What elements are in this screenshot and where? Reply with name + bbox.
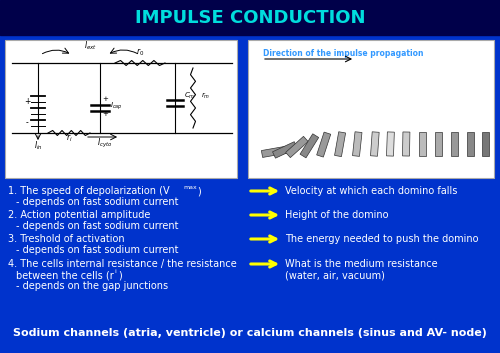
Polygon shape [386, 132, 394, 156]
Bar [0, 0, 500, 35]
Polygon shape [466, 132, 473, 156]
Text: The energy needed to push the domino: The energy needed to push the domino [285, 234, 478, 244]
Polygon shape [352, 132, 362, 156]
Polygon shape [482, 132, 488, 156]
Polygon shape [450, 132, 458, 156]
Text: (water, air, vacuum): (water, air, vacuum) [285, 270, 385, 280]
Text: IMPULSE CONDUCTION: IMPULSE CONDUCTION [135, 9, 365, 27]
Text: - depends on fast sodium current: - depends on fast sodium current [16, 245, 178, 255]
Polygon shape [402, 132, 410, 156]
Text: 3. Treshold of activation: 3. Treshold of activation [8, 234, 124, 244]
Text: Height of the domino: Height of the domino [285, 210, 389, 220]
Text: $r_m$: $r_m$ [201, 91, 210, 101]
Text: 4. The cells internal resistance / the resistance: 4. The cells internal resistance / the r… [8, 259, 237, 269]
Text: $I_{ext}$: $I_{ext}$ [84, 40, 96, 53]
Polygon shape [316, 132, 330, 157]
Text: - depends on fast sodium current: - depends on fast sodium current [16, 221, 178, 231]
Polygon shape [434, 132, 442, 156]
Text: +: + [102, 96, 108, 102]
Text: Sodium channels (atria, ventricle) or calcium channels (sinus and AV- node): Sodium channels (atria, ventricle) or ca… [13, 328, 487, 338]
Polygon shape [272, 142, 297, 158]
Text: $r_0$: $r_0$ [136, 47, 144, 59]
Text: $I_{cap}$: $I_{cap}$ [110, 101, 122, 112]
Text: - depends on the gap junctions: - depends on the gap junctions [16, 281, 168, 291]
Text: +: + [24, 96, 30, 106]
Polygon shape [418, 132, 426, 156]
Text: i: i [114, 269, 116, 274]
Text: $r_i$: $r_i$ [66, 133, 72, 144]
Text: -: - [26, 119, 29, 127]
Bar [248, 40, 494, 178]
Text: What is the medium resistance: What is the medium resistance [285, 259, 438, 269]
Polygon shape [334, 132, 345, 157]
Text: ): ) [118, 270, 122, 280]
Text: $C_m$: $C_m$ [184, 91, 196, 101]
Text: +: + [102, 111, 108, 117]
Polygon shape [370, 132, 379, 156]
Text: Direction of the impulse propagation: Direction of the impulse propagation [263, 48, 424, 58]
Text: ): ) [197, 186, 201, 196]
Bar [5, 40, 237, 178]
Text: 1. The speed of depolarization (V: 1. The speed of depolarization (V [8, 186, 170, 196]
Text: between the cells (r: between the cells (r [16, 270, 114, 280]
Text: max: max [183, 185, 197, 190]
Polygon shape [262, 146, 286, 157]
Text: Velocity at which each domino falls: Velocity at which each domino falls [285, 186, 458, 196]
Polygon shape [300, 134, 318, 158]
Text: 2. Action potential amplitude: 2. Action potential amplitude [8, 210, 150, 220]
Text: - depends on fast sodium current: - depends on fast sodium current [16, 197, 178, 207]
Text: $I_{in}$: $I_{in}$ [34, 140, 42, 152]
Text: $I_{cyto}$: $I_{cyto}$ [98, 136, 112, 150]
Polygon shape [286, 136, 308, 157]
